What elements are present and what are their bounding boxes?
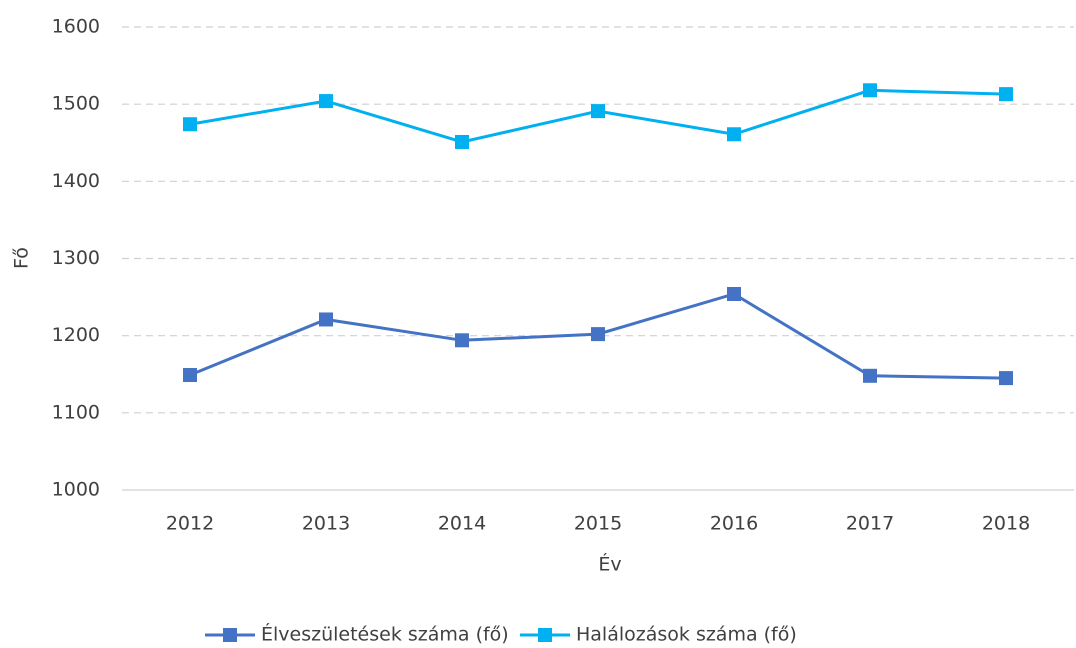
- y-axis-label: Fő: [11, 247, 33, 269]
- x-tick-label: 2018: [982, 513, 1030, 535]
- marker: [319, 94, 333, 109]
- x-axis-label: Év: [598, 553, 621, 576]
- y-tick-label: 1200: [52, 324, 100, 346]
- legend-marker: [538, 628, 552, 642]
- marker: [591, 104, 605, 119]
- marker: [319, 312, 333, 327]
- marker: [727, 127, 741, 142]
- marker: [455, 333, 469, 348]
- x-tick-label: 2013: [302, 513, 350, 535]
- x-tick-label: 2012: [166, 513, 214, 535]
- legend-label: Élveszületések száma (fő): [261, 623, 509, 646]
- marker: [183, 368, 197, 383]
- marker: [183, 117, 197, 132]
- y-tick-label: 1500: [52, 93, 100, 115]
- y-tick-label: 1600: [52, 16, 100, 38]
- x-tick-label: 2014: [438, 513, 486, 535]
- legend-marker: [223, 628, 237, 642]
- y-tick-label: 1100: [52, 401, 100, 423]
- marker: [999, 371, 1013, 386]
- x-tick-label: 2017: [846, 513, 894, 535]
- y-tick-label: 1300: [52, 247, 100, 269]
- marker: [863, 368, 877, 383]
- legend-label: Halálozások száma (fő): [576, 624, 797, 646]
- marker: [863, 83, 877, 98]
- marker: [999, 87, 1013, 102]
- x-tick-label: 2015: [574, 513, 622, 535]
- marker: [591, 327, 605, 342]
- x-tick-label: 2016: [710, 513, 758, 535]
- y-tick-label: 1400: [52, 170, 100, 192]
- marker: [727, 286, 741, 301]
- marker: [455, 134, 469, 149]
- y-tick-label: 1000: [52, 479, 100, 501]
